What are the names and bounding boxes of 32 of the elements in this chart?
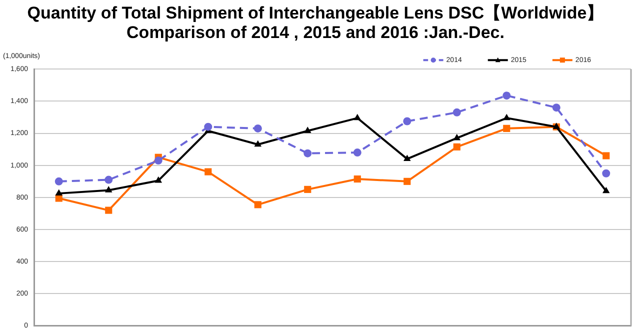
- point: [353, 148, 362, 157]
- point: [602, 169, 610, 178]
- point: [453, 143, 460, 150]
- point: [502, 114, 510, 120]
- point: [453, 134, 461, 140]
- point: [503, 124, 510, 132]
- point: [55, 189, 63, 196]
- point: [105, 206, 112, 214]
- point: [304, 186, 312, 193]
- point: [354, 114, 362, 120]
- point: [552, 104, 560, 112]
- point: [304, 149, 312, 158]
- point: [502, 92, 511, 100]
- point: [254, 124, 262, 132]
- point: [104, 186, 112, 192]
- point: [602, 152, 610, 160]
- point: [403, 154, 411, 162]
- point: [354, 175, 361, 183]
- point: [602, 186, 610, 194]
- point: [54, 177, 63, 186]
- point: [403, 117, 412, 126]
- point: [204, 122, 212, 131]
- point: [404, 178, 411, 185]
- point: [154, 176, 162, 183]
- point: [254, 140, 262, 147]
- point: [154, 156, 162, 165]
- point: [452, 108, 461, 116]
- point: [104, 176, 113, 184]
- point: [204, 168, 212, 176]
- point: [254, 201, 262, 208]
- chart-title: Quantity of Total Shipment of Interchangeable Lens DSC【Worldwide】 Comparison of 2014 , 2015 and 2016 :Jan.-Dec.: [27, 3, 604, 42]
- point: [304, 126, 312, 133]
